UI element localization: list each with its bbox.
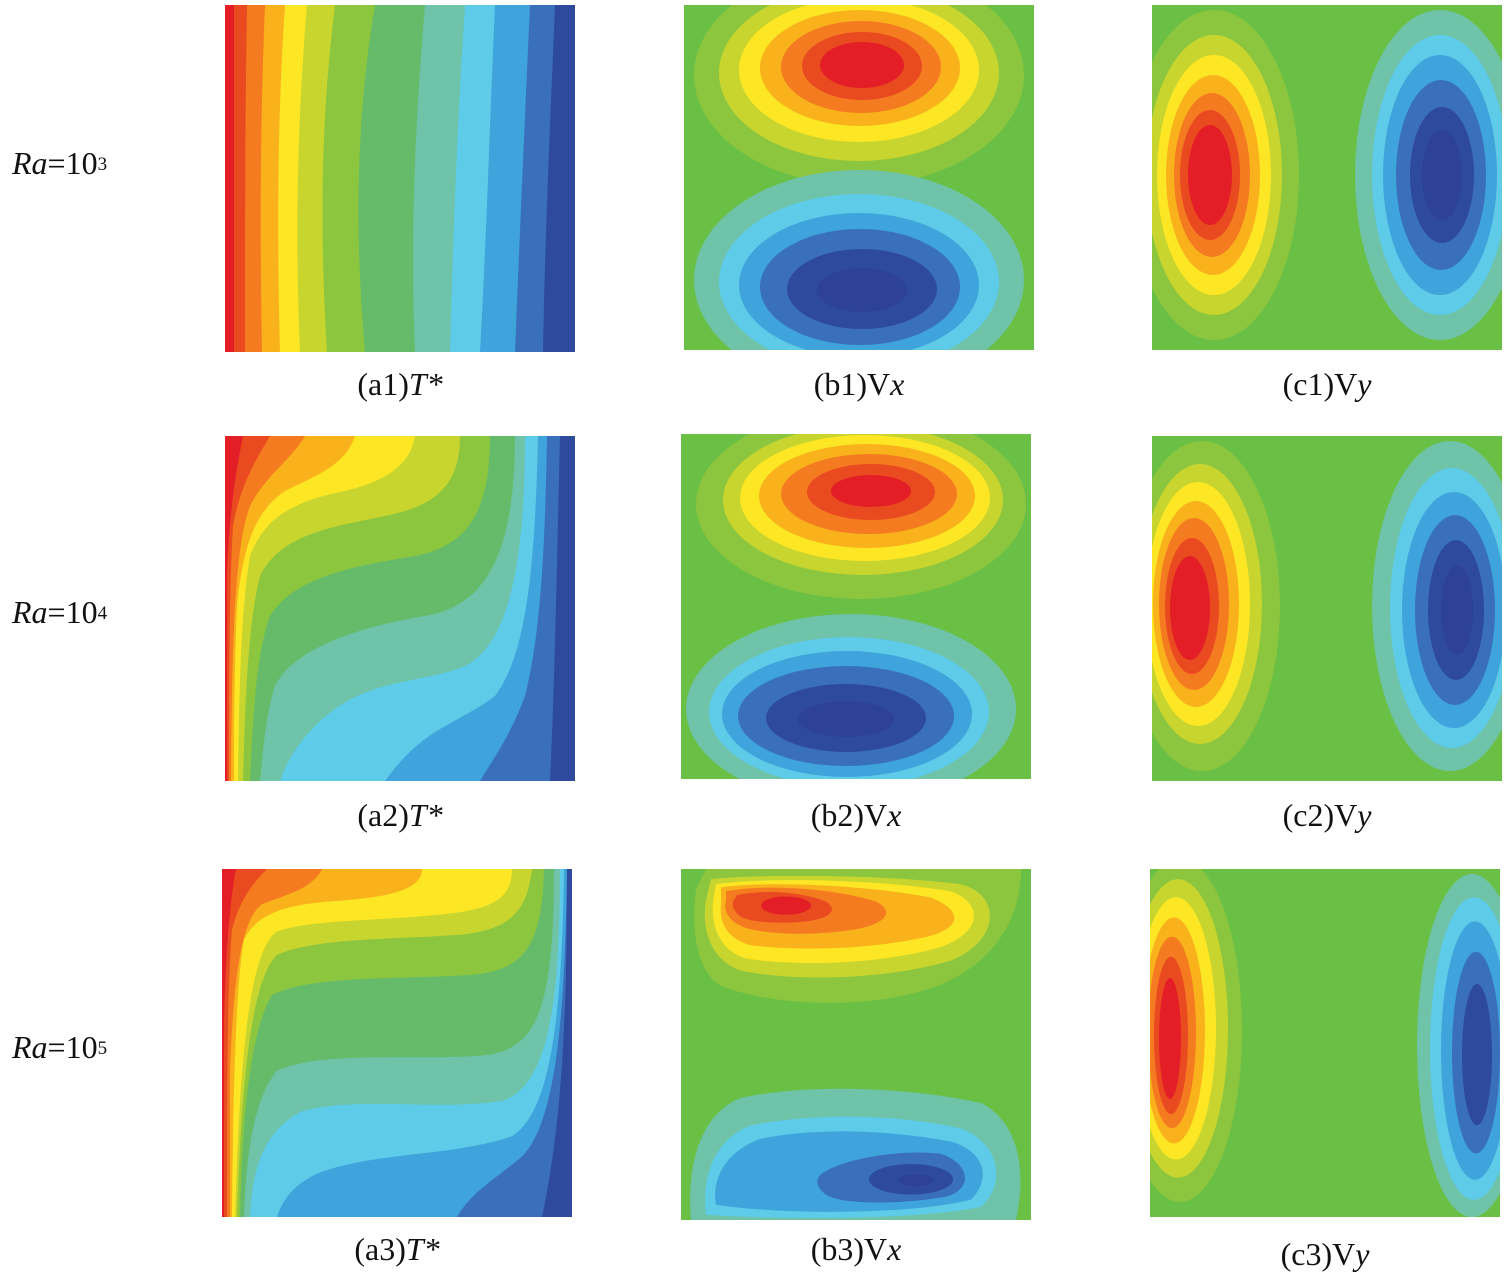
ra-symbol: Ra <box>12 1029 48 1065</box>
ra-equals: =10 <box>47 145 98 181</box>
ra-symbol: Ra <box>12 145 48 181</box>
caption-symbol: x <box>887 797 902 833</box>
caption-tag: (a3) <box>354 1231 406 1267</box>
contour-panel-c1-vy <box>1152 5 1502 350</box>
contour-panel-b2-vx <box>681 434 1031 779</box>
ra-equals: =10 <box>47 594 98 630</box>
contour-panel-b3-vx <box>681 869 1031 1220</box>
row-label-ra-1e4: Ra=104 <box>12 594 162 631</box>
ra-exponent: 5 <box>97 1038 108 1059</box>
ra-symbol: Ra <box>12 594 48 630</box>
contour-panel-c2-vy <box>1152 436 1502 781</box>
caption-symbol: y <box>1355 1236 1370 1272</box>
caption-symbol: T* <box>408 366 443 402</box>
caption-tag: (c2)V <box>1282 797 1358 833</box>
caption-a1: (a1)T* <box>225 366 575 403</box>
caption-c1: (c1)Vy <box>1152 366 1502 403</box>
caption-b2: (b2)Vx <box>681 797 1031 834</box>
caption-tag: (c3)V <box>1280 1236 1356 1272</box>
caption-tag: (b3)V <box>810 1231 888 1267</box>
contour-panel-c3-vy <box>1150 869 1500 1217</box>
row-label-ra-1e3: Ra=103 <box>12 145 162 182</box>
ra-equals: =10 <box>47 1029 98 1065</box>
caption-symbol: T* <box>408 797 443 833</box>
caption-tag: (a2) <box>357 797 409 833</box>
ra-exponent: 3 <box>97 154 108 175</box>
caption-tag: (b2)V <box>810 797 888 833</box>
caption-a2: (a2)T* <box>225 797 575 834</box>
contour-panel-a3-temperature <box>222 869 572 1217</box>
caption-a3: (a3)T* <box>222 1231 572 1268</box>
caption-tag: (c1)V <box>1282 366 1358 402</box>
ra-exponent: 4 <box>97 603 108 624</box>
row-label-ra-1e5: Ra=105 <box>12 1029 162 1066</box>
caption-symbol: T* <box>405 1231 440 1267</box>
caption-c2: (c2)Vy <box>1152 797 1502 834</box>
caption-symbol: y <box>1357 366 1372 402</box>
caption-symbol: y <box>1357 797 1372 833</box>
caption-symbol: x <box>887 1231 902 1267</box>
caption-tag: (a1) <box>357 366 409 402</box>
caption-b3: (b3)Vx <box>681 1231 1031 1268</box>
caption-b1: (b1)Vx <box>684 366 1034 403</box>
caption-c3: (c3)Vy <box>1150 1236 1500 1273</box>
contour-panel-a1-temperature <box>225 5 575 352</box>
contour-panel-b1-vx <box>684 5 1034 350</box>
caption-tag: (b1)V <box>813 366 891 402</box>
contour-panel-a2-temperature <box>225 436 575 781</box>
caption-symbol: x <box>890 366 905 402</box>
